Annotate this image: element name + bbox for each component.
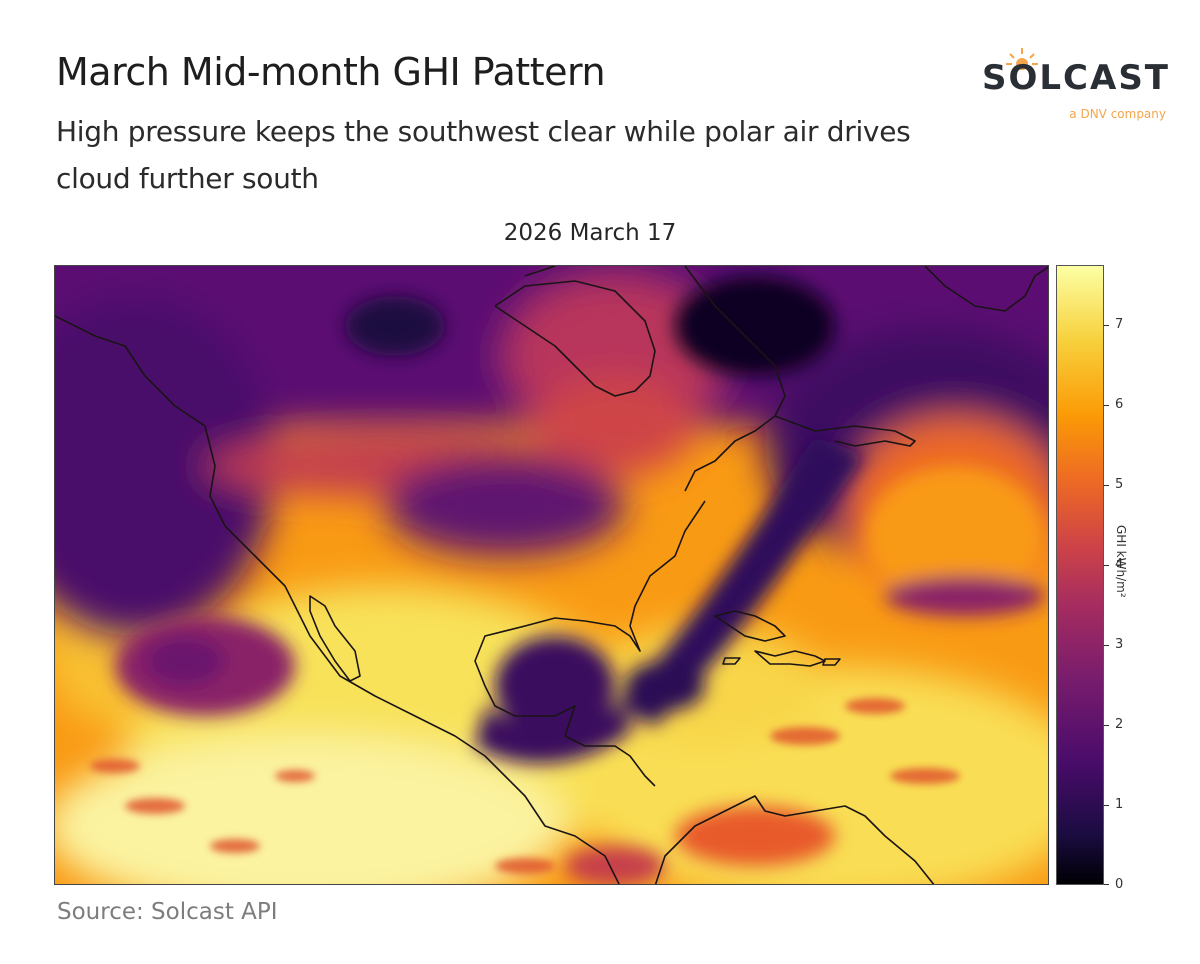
- colorbar-tick-label: 0: [1115, 877, 1124, 892]
- colorbar-tick: [1104, 485, 1109, 486]
- colorbar-tick-label: 2: [1115, 717, 1124, 732]
- colorbar-tick: [1104, 645, 1109, 646]
- logo-wordmark: SOLCAST: [982, 58, 1171, 98]
- colorbar-tick: [1104, 405, 1109, 406]
- colorbar-tick: [1104, 805, 1109, 806]
- colorbar-tick: [1104, 884, 1109, 885]
- colorbar-tick-label: 5: [1115, 477, 1124, 492]
- source-note: Source: Solcast API: [57, 899, 278, 925]
- page-subtitle: High pressure keeps the southwest clear …: [56, 115, 911, 195]
- colorbar-tick: [1104, 325, 1109, 326]
- colorbar-tick-label: 1: [1115, 797, 1124, 812]
- chart-title: 2026 March 17: [503, 220, 677, 246]
- page-title: March Mid-month GHI Pattern: [56, 50, 606, 94]
- ghi-heatmap: [54, 265, 1049, 885]
- colorbar-tick-label: 3: [1115, 637, 1124, 652]
- logo-tagline: a DNV company: [1069, 107, 1166, 121]
- colorbar-tick: [1104, 565, 1109, 566]
- colorbar: [1056, 265, 1104, 885]
- colorbar-tick-label: 4: [1115, 557, 1124, 572]
- colorbar-tick-label: 7: [1115, 317, 1124, 332]
- colorbar-label: GHI kWh/m²: [1114, 525, 1128, 598]
- sun-icon: [1006, 48, 1038, 70]
- colorbar-tick-label: 6: [1115, 397, 1124, 412]
- solcast-logo: SOLCAST a DNV company: [982, 48, 1172, 132]
- colorbar-tick: [1104, 725, 1109, 726]
